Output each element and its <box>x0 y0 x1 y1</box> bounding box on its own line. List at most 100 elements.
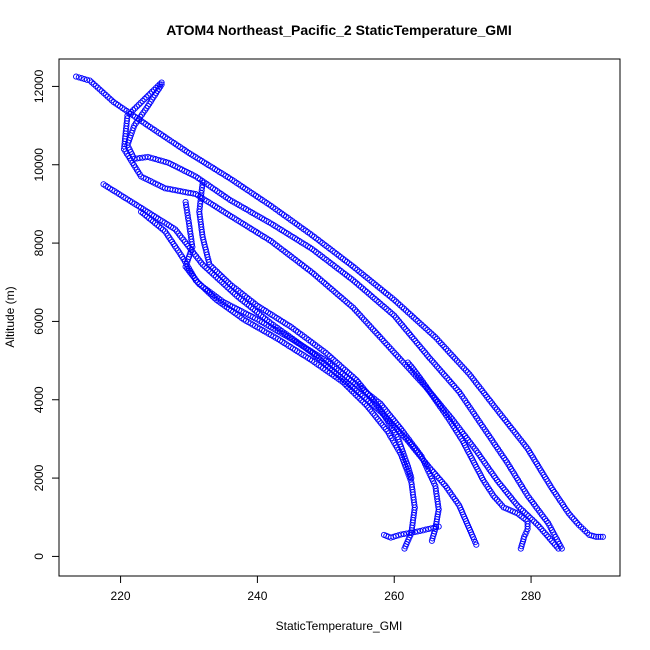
data-point <box>317 356 324 363</box>
data-point <box>154 83 161 90</box>
data-point <box>342 297 349 305</box>
data-point <box>382 339 389 347</box>
data-point <box>357 283 365 291</box>
data-point <box>73 73 80 80</box>
data-point <box>434 335 441 343</box>
data-point <box>427 355 434 362</box>
data-point <box>194 279 201 286</box>
data-point <box>572 518 579 525</box>
data-point <box>428 537 435 544</box>
data-point <box>367 292 374 299</box>
data-point <box>519 507 527 514</box>
data-point <box>371 295 378 302</box>
data-point <box>150 218 157 225</box>
data-point <box>447 414 454 421</box>
data-point <box>541 529 548 536</box>
data-point <box>389 295 396 302</box>
data-point <box>393 351 400 358</box>
y-tick-label: 4000 <box>32 386 46 413</box>
data-point <box>359 285 367 292</box>
data-point <box>350 389 358 397</box>
data-point <box>551 541 559 548</box>
data-point <box>555 545 562 552</box>
data-point <box>416 319 423 326</box>
data-point <box>377 400 384 407</box>
data-point <box>435 365 442 372</box>
data-point <box>402 307 410 314</box>
data-point <box>496 480 504 488</box>
data-point <box>424 326 431 334</box>
data-point <box>364 390 371 397</box>
data-point <box>406 361 413 368</box>
data-point <box>150 86 158 93</box>
data-point <box>372 281 379 288</box>
data-point <box>389 347 396 354</box>
data-point <box>339 379 346 386</box>
data-point <box>158 225 165 232</box>
data-point <box>433 473 441 480</box>
data-point <box>365 290 372 297</box>
data-point <box>388 414 395 421</box>
data-point <box>131 105 139 112</box>
data-point <box>384 341 391 348</box>
data-point <box>187 269 194 276</box>
x-tick-label: 280 <box>521 589 541 603</box>
data-point <box>359 314 366 321</box>
data-point <box>500 484 507 491</box>
data-point <box>395 300 402 307</box>
data-point <box>400 359 407 366</box>
data-point <box>355 310 362 317</box>
data-point <box>396 355 403 362</box>
data-point <box>347 371 354 379</box>
data-point <box>570 516 577 523</box>
data-point <box>332 289 339 296</box>
data-point <box>408 529 416 536</box>
data-point <box>135 101 142 108</box>
y-tick-label: 0 <box>32 553 46 560</box>
data-point <box>362 318 369 325</box>
data-point <box>351 306 359 313</box>
data-point <box>493 496 500 503</box>
data-point <box>340 296 347 303</box>
data-point <box>358 397 365 404</box>
data-point <box>341 380 348 387</box>
data-point <box>343 368 351 375</box>
data-point <box>320 279 327 286</box>
data-point <box>455 359 462 366</box>
data-point <box>368 324 375 331</box>
data-point <box>497 500 504 507</box>
data-point <box>351 375 358 382</box>
data-point <box>433 363 441 370</box>
data-point <box>373 297 380 304</box>
data-point <box>100 90 107 97</box>
data-point <box>357 312 364 319</box>
data-point <box>324 351 331 358</box>
data-point <box>98 88 105 95</box>
data-point <box>599 533 606 540</box>
data-point <box>429 535 436 542</box>
data-point <box>437 339 444 347</box>
data-point <box>312 272 320 279</box>
data-point <box>314 274 322 281</box>
data-point <box>94 84 101 91</box>
data-point <box>425 353 432 360</box>
data-point <box>156 223 163 230</box>
data-point <box>322 281 329 288</box>
data-point <box>336 361 343 368</box>
data-point <box>372 400 379 407</box>
data-point <box>569 514 576 521</box>
data-point <box>399 303 406 311</box>
data-point <box>407 472 414 479</box>
data-point <box>442 373 449 380</box>
data-point <box>410 314 417 321</box>
data-point <box>369 326 376 333</box>
data-point <box>92 82 99 89</box>
data-point <box>353 377 360 384</box>
data-point <box>444 375 451 382</box>
data-point <box>511 498 518 505</box>
data-point <box>406 530 413 537</box>
data-point <box>450 353 457 360</box>
data-point <box>378 420 385 427</box>
data-point <box>133 103 140 110</box>
